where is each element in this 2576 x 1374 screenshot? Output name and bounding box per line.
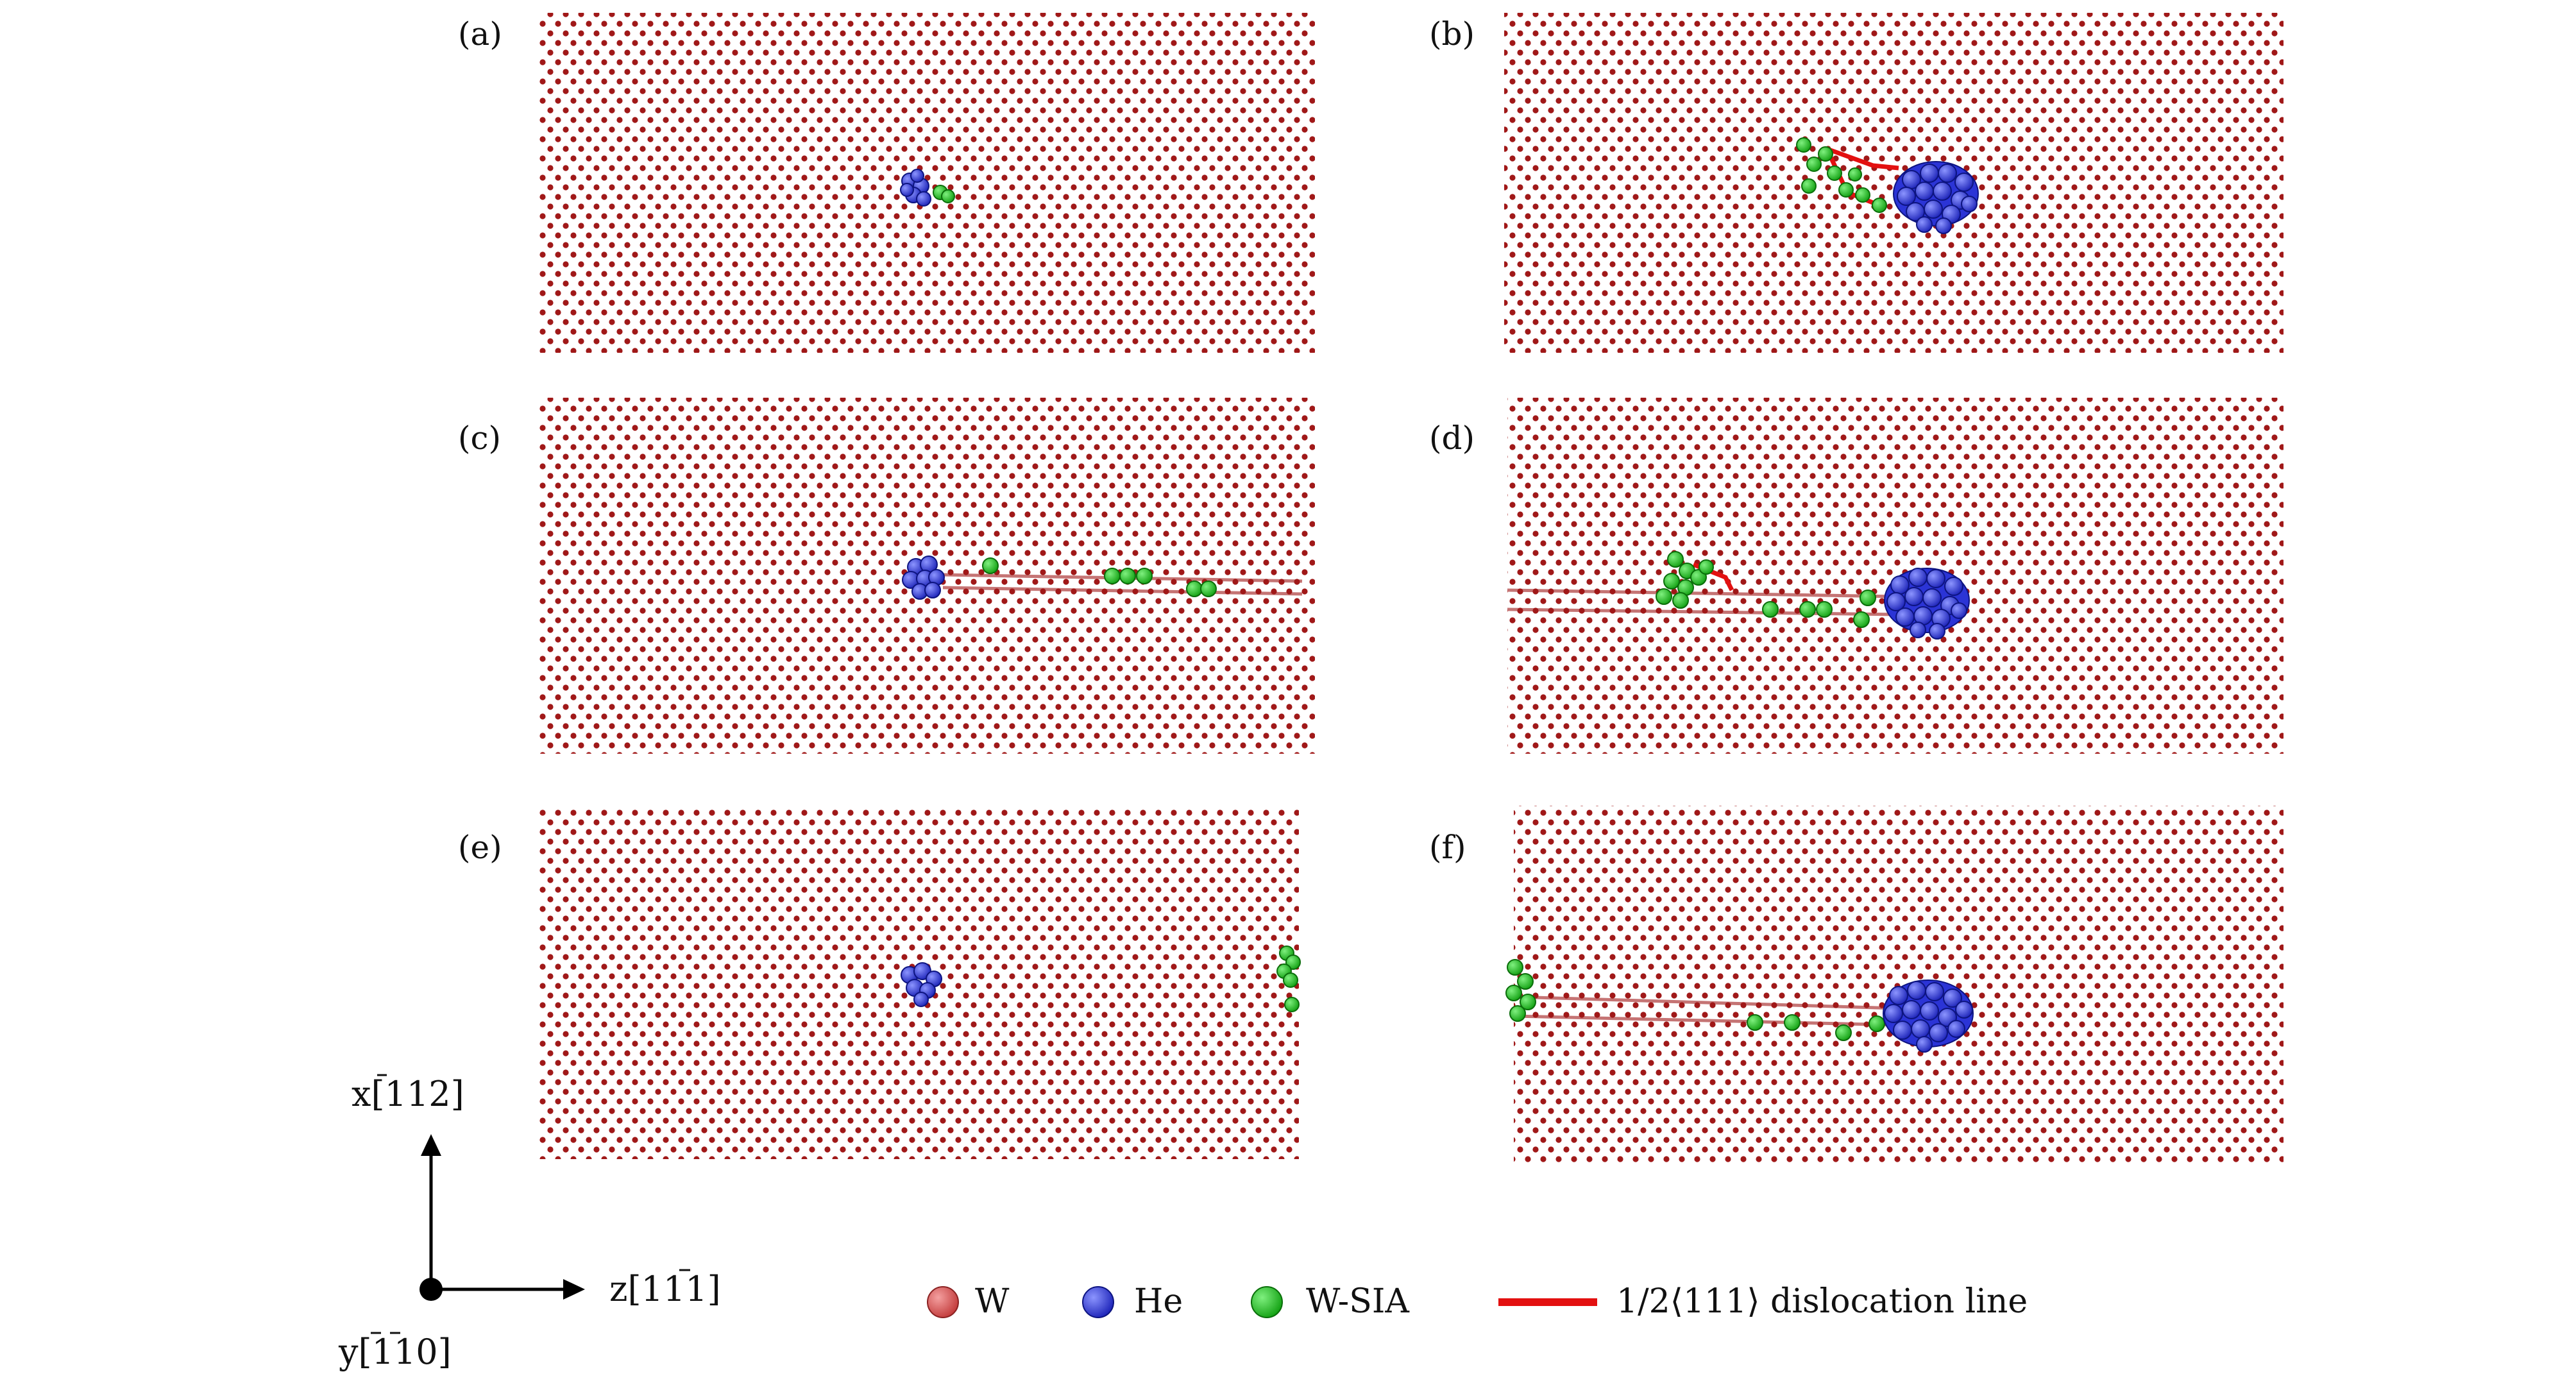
he-bubble (901, 962, 942, 1007)
panel-d: (d) (1429, 398, 2284, 754)
legend: W He W-SIA 1/2⟨111⟩ dislocation line (927, 1282, 2028, 1321)
panel-b: (b) (1429, 13, 2284, 353)
dislocation-trace (1507, 588, 1899, 616)
panel-a: (a) (458, 13, 1315, 353)
z-axis-label: z[111] (609, 1269, 721, 1309)
sia-atom-icon (1251, 1286, 1283, 1318)
sia-cluster (1276, 946, 1301, 1012)
panel-e: (e) (458, 810, 1301, 1159)
he-bubble (1883, 980, 1974, 1053)
sia-cluster (1505, 959, 1885, 1041)
sia-cluster (933, 185, 955, 203)
panel-label: (b) (1429, 15, 1475, 53)
panel-label: (c) (458, 420, 501, 457)
y-axis-dot (419, 1278, 443, 1301)
atom-lattice (1507, 398, 2284, 754)
atom-lattice (1504, 13, 2284, 353)
coordinate-axes: x[112] z[111] y[110] (338, 1074, 721, 1372)
he-bubble (900, 169, 931, 207)
w-atom-icon (927, 1286, 959, 1318)
sia-cluster (982, 557, 1217, 597)
panel-label: (d) (1429, 420, 1475, 457)
sia-cluster (1656, 551, 1876, 628)
panel-label: (e) (458, 829, 502, 866)
overbars (371, 1074, 690, 1334)
y-axis-label: y[110] (338, 1332, 452, 1372)
he-bubble (1884, 568, 1970, 640)
legend-w-label: W (975, 1282, 1010, 1321)
legend-he-label: He (1134, 1282, 1183, 1321)
x-axis-label: x[112] (352, 1074, 464, 1114)
he-bubble (902, 556, 945, 600)
legend-sia-label: W-SIA (1306, 1282, 1410, 1321)
panel-label: (a) (458, 15, 502, 53)
panel-f: (f) (1429, 806, 2284, 1162)
sia-cluster (1796, 137, 1887, 213)
he-atom-icon (1082, 1286, 1114, 1318)
legend-dislocation-label: 1/2⟨111⟩ dislocation line (1616, 1282, 2028, 1321)
z-arrow-head (563, 1279, 585, 1300)
x-arrow-head (421, 1134, 441, 1156)
atom-lattice (1514, 806, 2284, 1162)
dislocation-trace (1513, 995, 1899, 1027)
panel-label: (f) (1429, 829, 1466, 866)
he-bubble (1893, 161, 1979, 234)
panel-c: (c) (458, 398, 1315, 754)
